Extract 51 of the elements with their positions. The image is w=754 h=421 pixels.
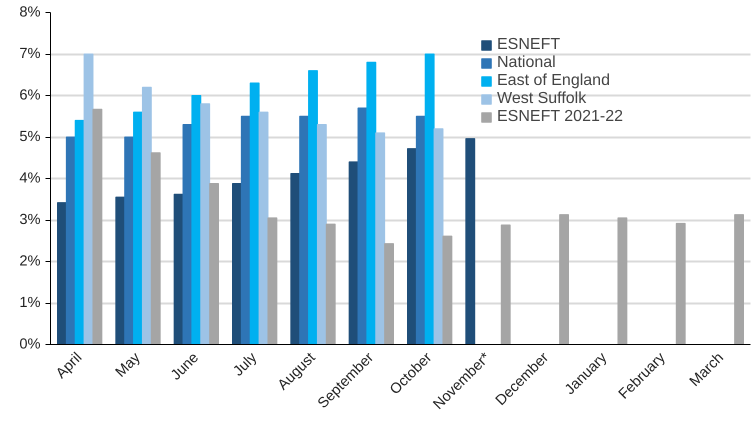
legend-label: ESNEFT 2021-22 [497, 108, 623, 126]
bar [299, 116, 310, 344]
bar [326, 224, 336, 344]
bar [258, 112, 268, 344]
y-tick-label: 2% [19, 254, 41, 270]
bar [267, 217, 278, 344]
bar [384, 243, 394, 344]
legend-label: National [497, 54, 556, 72]
bar [617, 217, 628, 344]
bar [308, 70, 318, 344]
bar [182, 124, 192, 344]
bar [191, 95, 202, 344]
x-tick-label: July [230, 349, 261, 380]
bar [150, 152, 161, 344]
bar [174, 194, 184, 344]
bar [74, 120, 85, 344]
y-tick-label: 8% [19, 4, 41, 20]
legend-label: ESNEFT [497, 36, 560, 54]
y-tick-label: 0% [19, 336, 41, 352]
bar [559, 214, 569, 344]
legend-label: East of England [497, 72, 610, 90]
bar [375, 132, 386, 344]
y-tick-label: 5% [19, 129, 41, 145]
bar [358, 107, 368, 344]
y-tick-label: 4% [19, 170, 41, 186]
x-tick-label: May [112, 349, 144, 381]
y-tick-label: 3% [19, 212, 41, 228]
bar [92, 108, 102, 344]
bar [133, 112, 143, 344]
bar [348, 161, 359, 344]
legend-label: West Suffolk [497, 90, 586, 108]
bar [676, 222, 686, 344]
bar [84, 54, 94, 344]
y-tick-label: 7% [19, 46, 41, 62]
bar [232, 182, 242, 344]
bar [250, 82, 260, 344]
bar [366, 62, 376, 344]
bar [465, 138, 476, 344]
bar [407, 148, 417, 344]
bar [57, 202, 67, 344]
bar [500, 224, 511, 344]
bar [124, 136, 134, 344]
y-tick-label: 6% [19, 88, 41, 104]
bar [734, 214, 744, 344]
bar [209, 182, 219, 344]
bar [434, 128, 444, 344]
bar [142, 86, 152, 344]
bar [442, 236, 452, 344]
bar [424, 54, 435, 344]
bar [316, 124, 327, 344]
y-tick-label: 1% [19, 295, 41, 311]
